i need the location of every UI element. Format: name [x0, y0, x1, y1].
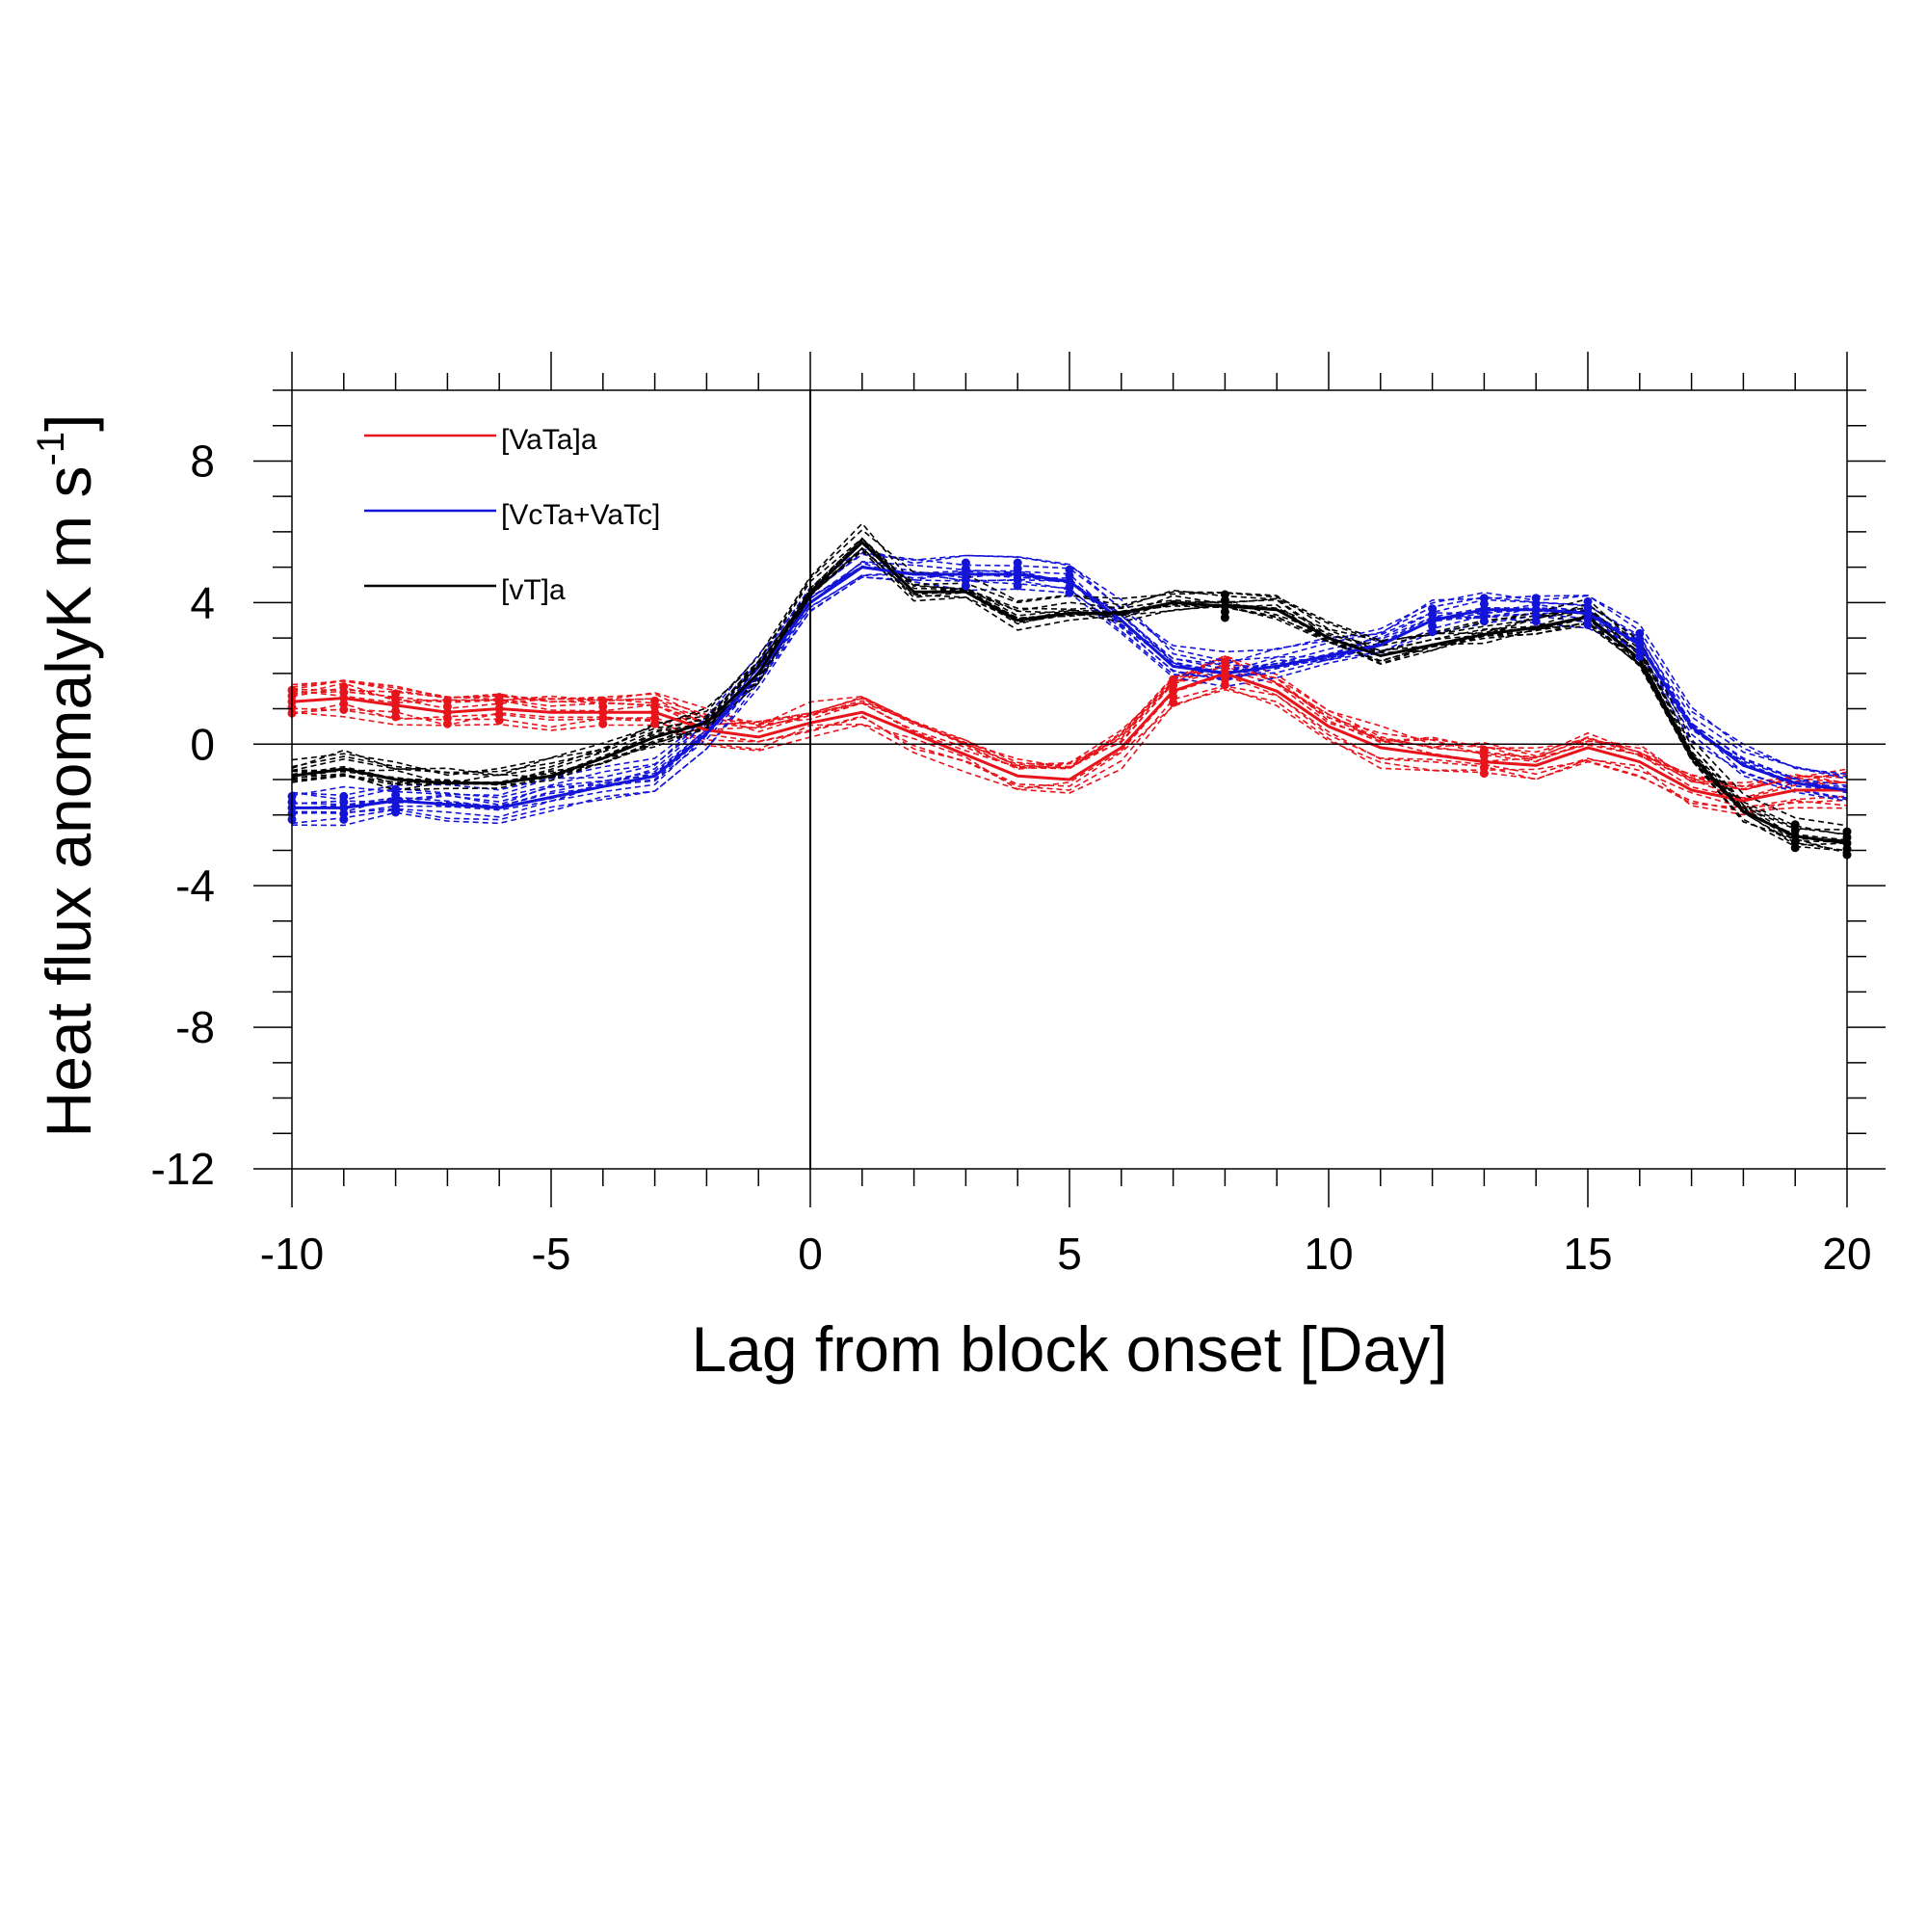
significance-dot-vcta-vatc: [1635, 651, 1645, 661]
x-tick-label: -10: [260, 1229, 324, 1279]
significance-dot-vcta-vatc: [339, 814, 349, 824]
significance-dot-vcta-vatc: [961, 581, 970, 591]
legend: [VaTa]a [VcTa+VaTc] [vT]a: [364, 424, 660, 606]
member-line-vata-a: [291, 686, 1848, 809]
y-tick-label: 4: [190, 577, 215, 627]
member-line-vcta-vatc: [291, 571, 1848, 809]
y-tick-label: -12: [151, 1144, 215, 1194]
significance-dot-vcta-vatc: [1428, 627, 1438, 637]
significance-dot-vata-a: [442, 719, 452, 728]
legend-label: [VaTa]a: [501, 424, 597, 456]
y-axis-label-unit: K m s: [33, 465, 104, 628]
significance-dot-vcta-vatc: [391, 807, 401, 817]
significance-dot-vcta-vatc: [1479, 617, 1489, 626]
x-axis-label: Lag from block onset [Day]: [691, 1313, 1447, 1385]
legend-label: [vT]a: [501, 574, 566, 606]
x-tick-label: 5: [1057, 1229, 1082, 1279]
y-tick-label: -4: [175, 860, 215, 911]
member-line-vata-a: [291, 685, 1848, 816]
member-line-vata-a: [291, 663, 1848, 800]
x-tick-label: 0: [798, 1229, 823, 1279]
x-tick-label: 10: [1304, 1229, 1353, 1279]
significance-dot-vcta-vatc: [1013, 581, 1022, 591]
y-axis-label-close: ]: [33, 414, 104, 432]
significance-dot-vata-a: [494, 716, 504, 725]
member-line-vcta-vatc: [291, 561, 1848, 807]
member-line-vt-a: [291, 546, 1848, 843]
x-tick-label: -5: [532, 1229, 571, 1279]
member-line-vcta-vatc: [291, 552, 1848, 801]
y-tick-label: -8: [175, 1002, 215, 1052]
significance-dot-vcta-vatc: [1583, 620, 1593, 629]
significance-dot-vata-a: [1169, 698, 1178, 707]
member-line-vata-a: [291, 657, 1848, 790]
significance-markers: [287, 558, 1852, 860]
member-line-vata-a: [291, 688, 1848, 813]
legend-label: [VcTa+VaTc]: [501, 499, 660, 531]
y-axis-label-unit-exp: -1: [30, 432, 72, 466]
significance-dot-vt-a: [1220, 613, 1229, 622]
member-line-vata-a: [291, 666, 1848, 787]
axes: -10 -5 0 5 10 15 20 -12 -8 -4 0 4 8: [151, 352, 1886, 1279]
significance-dot-vata-a: [1479, 769, 1489, 779]
significance-dot-vcta-vatc: [1531, 617, 1541, 626]
member-line-vata-a: [291, 674, 1848, 808]
y-tick-label: 0: [190, 719, 215, 769]
significance-dot-vata-a: [339, 705, 349, 714]
y-axis-label: Heat flux anomalyK m s-1]: [30, 414, 104, 1138]
y-axis-label-main: Heat flux anomaly: [33, 628, 104, 1137]
x-tick-label: 15: [1563, 1229, 1612, 1279]
x-tick-label: 20: [1822, 1229, 1871, 1279]
y-tick-label: 8: [190, 436, 215, 486]
significance-dot-vcta-vatc: [1065, 588, 1074, 597]
significance-dot-vata-a: [650, 719, 660, 728]
significance-dot-vata-a: [598, 719, 608, 728]
significance-dot-vt-a: [1790, 843, 1800, 853]
significance-dot-vata-a: [391, 712, 401, 722]
svg-text:Heat flux anomalyK m s-1]: Heat flux anomalyK m s-1]: [30, 414, 104, 1138]
member-line-vt-a: [291, 537, 1848, 831]
significance-dot-vata-a: [1220, 680, 1229, 690]
series-line-vata-a: [291, 672, 1847, 803]
